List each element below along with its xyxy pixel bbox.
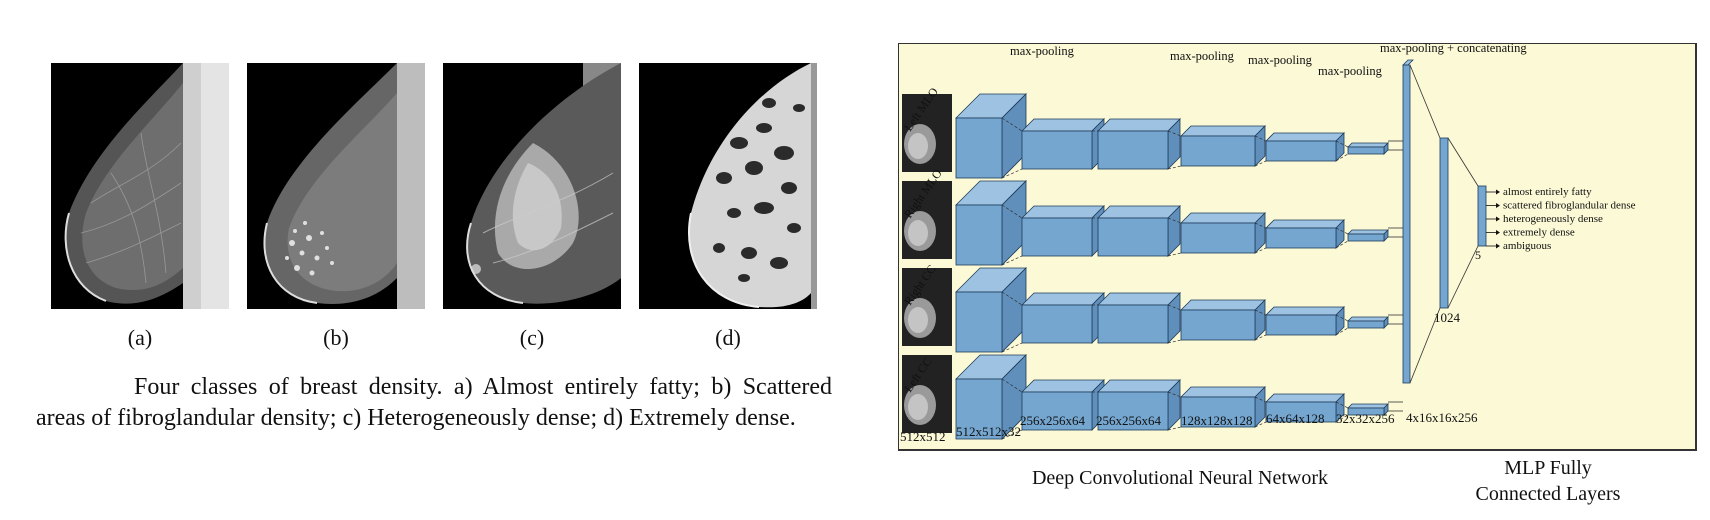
conv-block-6-row3 bbox=[1347, 316, 1389, 329]
panel-label-b: (b) bbox=[323, 325, 349, 350]
conv-block-1-row1 bbox=[955, 93, 1027, 179]
class-label-1: almost entirely fatty bbox=[1503, 186, 1592, 198]
conv-block-5-row4 bbox=[1265, 393, 1345, 423]
dim-label-10: 5 bbox=[1475, 248, 1481, 262]
pool-label-3: max-pooling bbox=[1248, 53, 1313, 67]
conv-block-3-row3 bbox=[1097, 292, 1181, 344]
conv-block-4-row2 bbox=[1180, 212, 1266, 254]
figure-caption: Four classes of breast density. a) Almos… bbox=[36, 374, 832, 431]
dim-label-7: 32x32x256 bbox=[1336, 411, 1395, 426]
pool-label-1: max-pooling bbox=[1010, 44, 1075, 58]
conv-block-1-row4 bbox=[955, 354, 1027, 440]
cnn-diagram: Left MLO Right MLO Right CC Left CC almost e… bbox=[897, 41, 1698, 451]
conv-block-5-row2 bbox=[1265, 219, 1345, 249]
class-label-4: extremely dense bbox=[1503, 227, 1575, 239]
mammogram-c bbox=[443, 63, 621, 309]
conv-block-2-row1 bbox=[1021, 118, 1105, 170]
dim-label-6: 64x64x128 bbox=[1266, 411, 1325, 426]
mammogram-d bbox=[639, 63, 817, 309]
pool-label-2: max-pooling bbox=[1170, 49, 1235, 63]
panel-label-a: (a) bbox=[127, 325, 153, 350]
dim-label-8: 4x16x16x256 bbox=[1406, 410, 1478, 425]
conv-block-4-row3 bbox=[1180, 299, 1266, 341]
conv-block-3-row1 bbox=[1097, 118, 1181, 170]
input-view-2 bbox=[902, 181, 952, 259]
conv-block-5-row3 bbox=[1265, 306, 1345, 336]
fc-layer-1024 bbox=[1439, 137, 1449, 309]
dim-label-9: 1024 bbox=[1434, 310, 1461, 325]
cnn-title: Deep Convolutional Neural Network bbox=[1031, 467, 1329, 489]
dim-label-3: 256x256x64 bbox=[1020, 413, 1086, 428]
input-view-4 bbox=[902, 355, 952, 433]
input-view-3 bbox=[902, 268, 952, 346]
conv-block-2-row3 bbox=[1021, 292, 1105, 344]
conv-block-3-row4 bbox=[1097, 379, 1181, 431]
conv-block-4-row4 bbox=[1180, 386, 1266, 428]
mammogram-b bbox=[247, 63, 425, 309]
dim-label-1: 512x512 bbox=[900, 429, 946, 444]
dim-label-2: 512x512x32 bbox=[956, 424, 1021, 439]
class-label-5: ambiguous bbox=[1503, 240, 1551, 252]
mlp-title: MLP Fully Connected Layers bbox=[1448, 455, 1648, 507]
class-label-3: heterogeneously dense bbox=[1503, 213, 1603, 225]
conv-block-5-row1 bbox=[1265, 132, 1345, 162]
conv-block-6-row2 bbox=[1347, 229, 1389, 242]
pool-label-5: max-pooling + concatenating bbox=[1380, 43, 1527, 55]
mammogram-a bbox=[51, 63, 229, 309]
output-layer bbox=[1477, 185, 1487, 247]
conv-block-4-row1 bbox=[1180, 125, 1266, 167]
conv-block-6-row1 bbox=[1347, 142, 1389, 155]
conv-block-1-row3 bbox=[955, 267, 1027, 353]
conv-block-2-row4 bbox=[1021, 379, 1105, 431]
input-view-1 bbox=[902, 94, 952, 172]
dim-label-5: 128x128x128 bbox=[1181, 413, 1253, 428]
panel-label-c: (c) bbox=[519, 325, 545, 350]
conv-block-6-row4 bbox=[1347, 403, 1389, 416]
dim-label-4: 256x256x64 bbox=[1096, 413, 1162, 428]
concat-bar bbox=[1402, 59, 1414, 384]
conv-block-2-row2 bbox=[1021, 205, 1105, 257]
mlp-title-line2: Connected Layers bbox=[1475, 483, 1621, 505]
mlp-title-line1: MLP Fully bbox=[1504, 457, 1592, 479]
panel-label-d: (d) bbox=[715, 325, 741, 350]
pool-label-4: max-pooling bbox=[1318, 64, 1383, 78]
conv-block-3-row2 bbox=[1097, 205, 1181, 257]
class-label-2: scattered fibroglandular dense bbox=[1503, 200, 1636, 212]
